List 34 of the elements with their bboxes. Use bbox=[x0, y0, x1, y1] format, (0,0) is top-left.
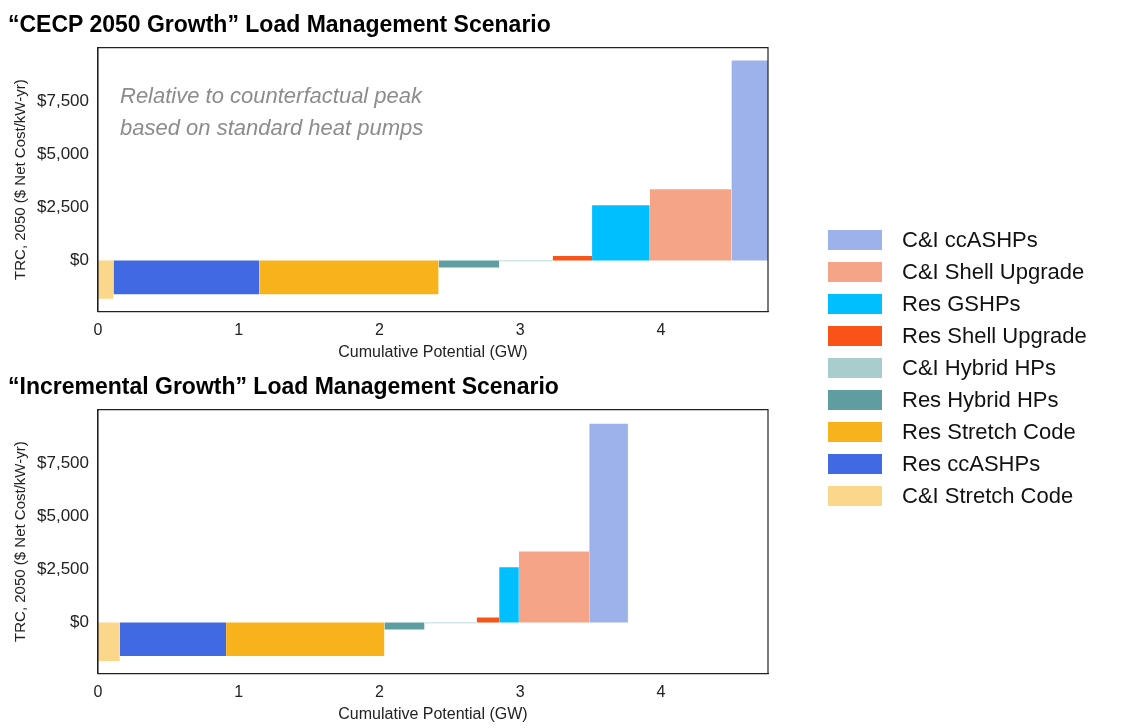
legend-label: Res Hybrid HPs bbox=[902, 387, 1059, 413]
x-axis-title: Cumulative Potential (GW) bbox=[338, 342, 528, 360]
x-tick-label: 2 bbox=[375, 320, 385, 338]
x-axis-title: Cumulative Potential (GW) bbox=[338, 704, 528, 722]
x-tick-label: 4 bbox=[656, 320, 666, 338]
y-axis-title: TRC, 2050 ($ Net Cost/kW-yr) bbox=[11, 441, 29, 642]
legend-label: Res ccASHPs bbox=[902, 451, 1041, 477]
x-tick-label: 1 bbox=[234, 320, 244, 338]
x-tick-label: 4 bbox=[656, 682, 666, 700]
y-tick-label: $2,500 bbox=[37, 558, 89, 578]
x-tick-label: 3 bbox=[515, 320, 525, 338]
legend-label: C&I Hybrid HPs bbox=[902, 355, 1057, 381]
y-tick-label: $2,500 bbox=[37, 196, 89, 216]
y-tick-label: $7,500 bbox=[37, 452, 89, 472]
x-tick-label: 0 bbox=[93, 682, 103, 700]
x-tick-label: 2 bbox=[375, 682, 385, 700]
legend-label: C&I Shell Upgrade bbox=[902, 259, 1085, 285]
y-axis-title: TRC, 2050 ($ Net Cost/kW-yr) bbox=[11, 79, 29, 280]
x-tick-label: 1 bbox=[234, 682, 244, 700]
y-tick-label: $7,500 bbox=[37, 90, 89, 110]
legend-label: Res Shell Upgrade bbox=[902, 323, 1087, 349]
y-tick-label: $0 bbox=[70, 612, 89, 632]
legend-label: C&I Stretch Code bbox=[902, 483, 1074, 509]
x-tick-label: 0 bbox=[93, 320, 103, 338]
x-tick-label: 3 bbox=[515, 682, 525, 700]
y-tick-label: $5,000 bbox=[37, 505, 89, 525]
y-tick-label: $5,000 bbox=[37, 143, 89, 163]
chart-title: “CECP 2050 Growth” Load Management Scenario bbox=[8, 11, 551, 38]
annotation: Relative to counterfactual peak based on standard heat pumps bbox=[120, 82, 424, 140]
y-tick-label: $0 bbox=[70, 250, 89, 270]
chart-title: “Incremental Growth” Load Management Scenario bbox=[8, 373, 559, 400]
legend-label: C&I ccASHPs bbox=[902, 227, 1038, 253]
legend-label: Res GSHPs bbox=[902, 291, 1021, 317]
legend-label: Res Stretch Code bbox=[902, 419, 1076, 445]
